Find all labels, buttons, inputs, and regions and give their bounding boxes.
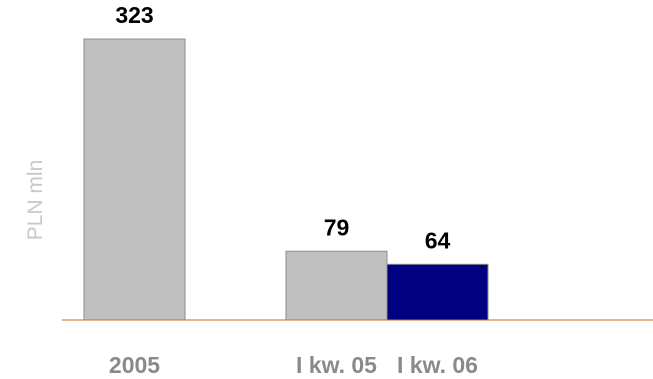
tick-labels-layer: 2005 I kw. 05 I kw. 06	[109, 352, 478, 378]
bar-0	[83, 38, 186, 321]
x-tick-label-2: I kw. 05	[296, 352, 377, 378]
value-label-2: 79	[324, 214, 350, 240]
value-label-3: 64	[425, 227, 451, 253]
x-tick-label-0: 2005	[109, 352, 160, 378]
y-axis-label: PLN mln	[24, 160, 47, 241]
value-labels-layer: 323 79 64	[115, 2, 450, 253]
bar-3	[386, 263, 489, 321]
bars-layer	[83, 38, 489, 321]
x-tick-label-3: I kw. 06	[397, 352, 478, 378]
bar-2	[285, 250, 388, 321]
value-label-0: 323	[115, 2, 153, 28]
